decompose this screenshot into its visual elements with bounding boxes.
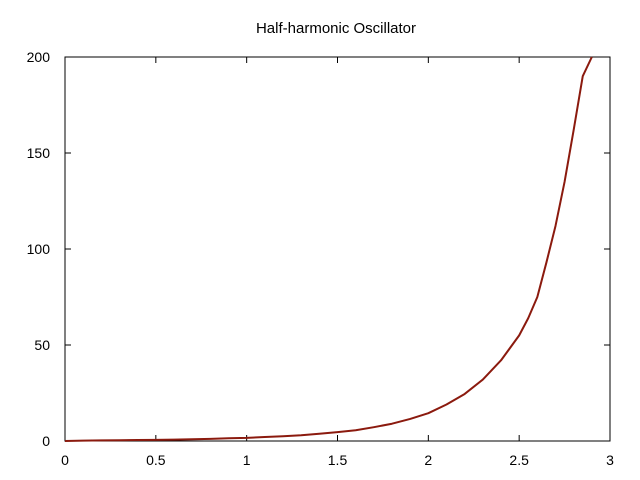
y-axis: 0 50 100 150 200 <box>27 49 610 449</box>
y-tick-label: 100 <box>27 241 51 257</box>
y-tick-label: 50 <box>34 337 50 353</box>
series-layer <box>64 56 593 442</box>
x-tick-label: 0.5 <box>146 452 166 468</box>
series-line <box>64 56 593 442</box>
x-tick-label: 1 <box>243 452 251 468</box>
x-tick-label: 3 <box>606 452 614 468</box>
x-tick-label: 2.5 <box>509 452 529 468</box>
chart-title: Half-harmonic Oscillator <box>256 20 416 37</box>
y-tick-label: 150 <box>27 145 51 161</box>
plot-area-frame <box>64 56 611 442</box>
x-axis: 0 0.5 1 1.5 2 2.5 3 <box>61 57 614 468</box>
y-tick-label: 200 <box>27 49 51 65</box>
x-tick-label: 2 <box>424 452 432 468</box>
x-tick-label: 1.5 <box>328 452 348 468</box>
y-tick-label: 0 <box>42 433 50 449</box>
x-tick-label: 0 <box>61 452 69 468</box>
